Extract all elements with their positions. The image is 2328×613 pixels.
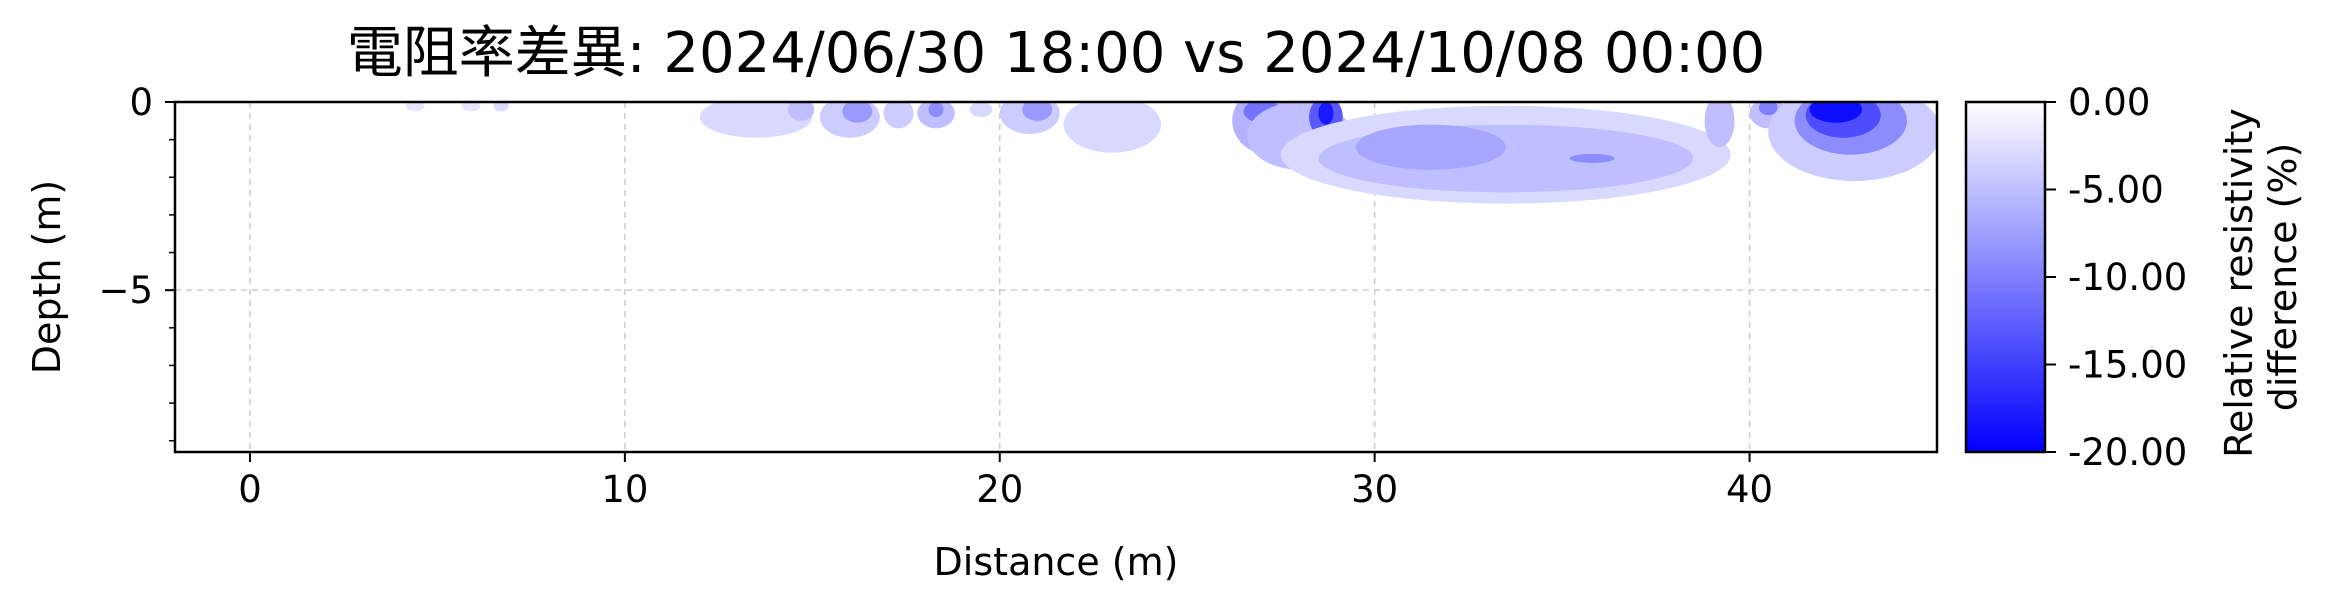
y-tick-label: 0 bbox=[129, 81, 153, 124]
anomaly-region bbox=[1022, 102, 1053, 121]
chart-title: 電阻率差異: 2024/06/30 18:00 vs 2024/10/08 00… bbox=[347, 21, 1765, 86]
colorbar-tick-label: -10.00 bbox=[2068, 256, 2187, 299]
anomaly-region bbox=[405, 102, 425, 112]
anomaly-region bbox=[699, 102, 813, 138]
y-axis-ticks: 0 −5 bbox=[98, 81, 175, 442]
x-tick-label: 0 bbox=[238, 468, 262, 511]
x-axis-ticks: 0 10 20 30 40 bbox=[238, 452, 1773, 511]
colorbar-label: Relative resistivity difference (%) bbox=[2217, 96, 2305, 458]
anomaly-region bbox=[1063, 102, 1161, 153]
anomaly-region bbox=[1318, 102, 1334, 125]
plot-frame bbox=[173, 100, 1939, 454]
anomaly-layer bbox=[405, 102, 1937, 204]
colorbar-tick-label: -20.00 bbox=[2068, 431, 2187, 474]
x-tick-label: 10 bbox=[601, 468, 648, 511]
anomaly-region bbox=[842, 102, 873, 123]
colorbar-tick-label: -15.00 bbox=[2068, 344, 2187, 387]
colorbar-ticks: 0.00 -5.00 -10.00 -15.00 -20.00 bbox=[2045, 81, 2187, 474]
y-tick-label: −5 bbox=[98, 269, 153, 312]
colorbar-tick-label: 0.00 bbox=[2068, 81, 2150, 124]
anomaly-region bbox=[1569, 153, 1615, 163]
y-axis-label: Depth (m) bbox=[25, 180, 69, 375]
anomaly-region bbox=[1355, 124, 1506, 170]
anomaly-region bbox=[1758, 102, 1778, 116]
anomaly-region bbox=[493, 102, 509, 112]
anomaly-region bbox=[1704, 102, 1735, 148]
x-tick-label: 30 bbox=[1351, 468, 1398, 511]
anomaly-region bbox=[1809, 102, 1863, 123]
colorbar bbox=[1964, 100, 2047, 454]
anomaly-region bbox=[969, 102, 993, 118]
colorbar-tick-label: -5.00 bbox=[2068, 169, 2164, 212]
anomaly-region bbox=[787, 102, 815, 121]
x-tick-label: 40 bbox=[1726, 468, 1773, 511]
anomaly-region bbox=[928, 102, 944, 118]
colorbar-label-line-2: difference (%) bbox=[2261, 143, 2305, 412]
anomaly-region bbox=[883, 102, 914, 129]
x-axis-label: Distance (m) bbox=[934, 540, 1179, 584]
x-tick-label: 20 bbox=[976, 468, 1023, 511]
anomaly-region bbox=[461, 102, 481, 112]
colorbar-label-line-1: Relative resistivity bbox=[2217, 108, 2261, 458]
